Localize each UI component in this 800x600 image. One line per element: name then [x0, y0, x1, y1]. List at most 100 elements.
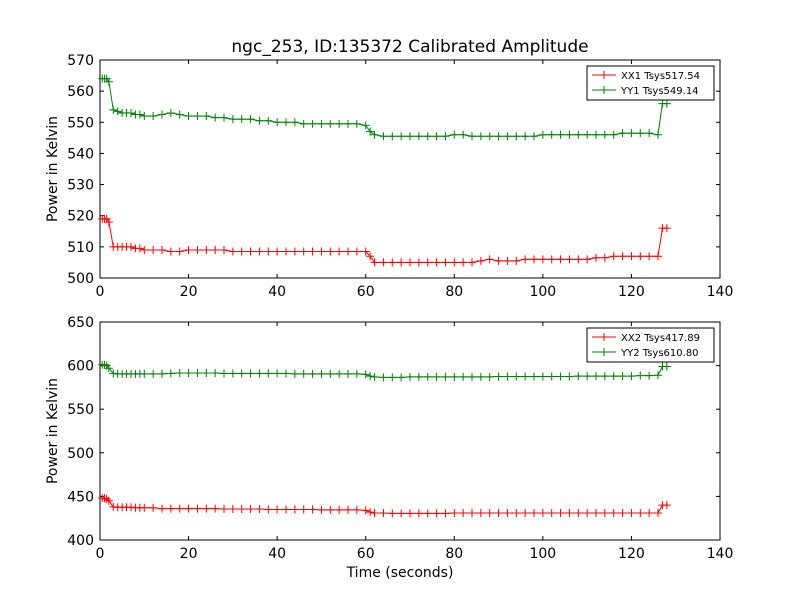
x-tick-label: 80	[445, 546, 463, 562]
data-point	[388, 509, 397, 518]
data-point	[565, 255, 574, 264]
panel-1: 0 20 40 60 80 100 120 140 500 510 520 530 540 550 560 5…	[45, 53, 733, 300]
data-point	[158, 110, 166, 119]
data-point	[104, 217, 113, 226]
data-point	[600, 372, 609, 381]
data-point	[237, 505, 246, 514]
data-point	[166, 108, 175, 117]
data-point	[406, 132, 414, 141]
x-axis-label: Time (seconds)	[346, 565, 454, 581]
data-point	[609, 508, 618, 517]
data-point	[366, 252, 375, 261]
data-point	[264, 247, 273, 256]
data-point	[113, 107, 122, 116]
data-point	[654, 508, 662, 517]
data-point	[547, 508, 556, 517]
data-point	[618, 252, 627, 261]
data-point	[521, 372, 530, 381]
data-point	[485, 508, 494, 517]
data-point	[583, 130, 592, 139]
data-point	[583, 508, 592, 517]
data-point	[166, 247, 175, 256]
y-tick-label: 560	[67, 84, 94, 100]
data-point	[135, 110, 144, 119]
data-point	[308, 505, 317, 514]
data-point	[476, 256, 485, 265]
data-point	[149, 245, 158, 254]
x-tick-label: 100	[529, 284, 556, 300]
data-point	[592, 508, 600, 517]
data-point	[476, 508, 485, 517]
data-point	[317, 369, 326, 378]
data-point	[468, 132, 476, 141]
data-point	[654, 371, 662, 380]
data-point	[494, 132, 503, 141]
data-point	[432, 372, 441, 381]
panel-2: 0 20 40 60 80 100 120 140 400 450 500 550 600 650 Powe…	[45, 315, 733, 581]
data-point	[574, 508, 583, 517]
data-point	[459, 508, 468, 517]
data-point	[388, 373, 397, 382]
x-tick-label: 140	[707, 284, 734, 300]
data-point	[503, 256, 512, 265]
data-point	[246, 505, 255, 514]
legend-label: YY1 Tsys549.14	[620, 86, 699, 97]
data-point	[127, 242, 135, 251]
data-point	[530, 372, 538, 381]
data-point	[109, 105, 118, 114]
panels: 0 20 40 60 80 100 120 140 500 510 520 530 540 550 560 5…	[45, 53, 733, 581]
data-point	[600, 130, 609, 139]
data-point	[220, 113, 228, 122]
data-point	[627, 252, 636, 261]
series-2	[98, 74, 671, 141]
legend-marker	[600, 333, 608, 341]
data-point	[140, 245, 149, 254]
data-point	[654, 130, 662, 139]
legend-box	[586, 327, 715, 363]
data-point	[556, 508, 565, 517]
legend-entry: YY2 Tsys610.80	[592, 348, 699, 359]
data-point	[441, 509, 450, 518]
data-point	[468, 372, 476, 381]
x-tick-label: 80	[445, 284, 463, 300]
x-tick-label: 120	[618, 546, 645, 562]
series-1	[98, 494, 671, 518]
data-point	[273, 505, 282, 514]
data-point	[193, 112, 202, 121]
axes-frame	[99, 59, 721, 279]
data-point	[308, 369, 317, 378]
data-point	[282, 118, 290, 127]
chart-title: ngc_253, ID:135372 Calibrated Amplitude	[231, 37, 588, 57]
data-point	[574, 372, 583, 381]
data-point	[406, 509, 414, 518]
legend-label: XX2 Tsys417.89	[621, 333, 700, 344]
data-point	[352, 247, 361, 256]
y-axis-label: Power in Kelvin	[45, 378, 61, 484]
data-point	[476, 372, 485, 381]
data-point	[166, 504, 175, 513]
data-point	[299, 247, 308, 256]
data-point	[627, 129, 636, 138]
data-point	[202, 369, 211, 378]
data-point	[175, 247, 184, 256]
y-tick-label: 450	[67, 489, 94, 505]
data-point	[538, 130, 547, 139]
data-point	[326, 247, 335, 256]
data-point	[618, 129, 627, 138]
data-point	[645, 252, 654, 261]
data-point	[246, 369, 255, 378]
data-point	[468, 258, 476, 267]
data-point	[228, 115, 237, 124]
data-point	[397, 258, 406, 267]
data-point	[326, 505, 335, 514]
data-point	[344, 119, 352, 128]
data-point	[423, 372, 432, 381]
data-point	[485, 372, 494, 381]
data-point	[556, 255, 565, 264]
data-point	[627, 372, 636, 381]
data-point	[228, 369, 237, 378]
data-point	[175, 110, 184, 119]
x-tick-label: 60	[357, 546, 375, 562]
y-tick-label: 530	[67, 178, 94, 194]
data-point	[565, 372, 574, 381]
